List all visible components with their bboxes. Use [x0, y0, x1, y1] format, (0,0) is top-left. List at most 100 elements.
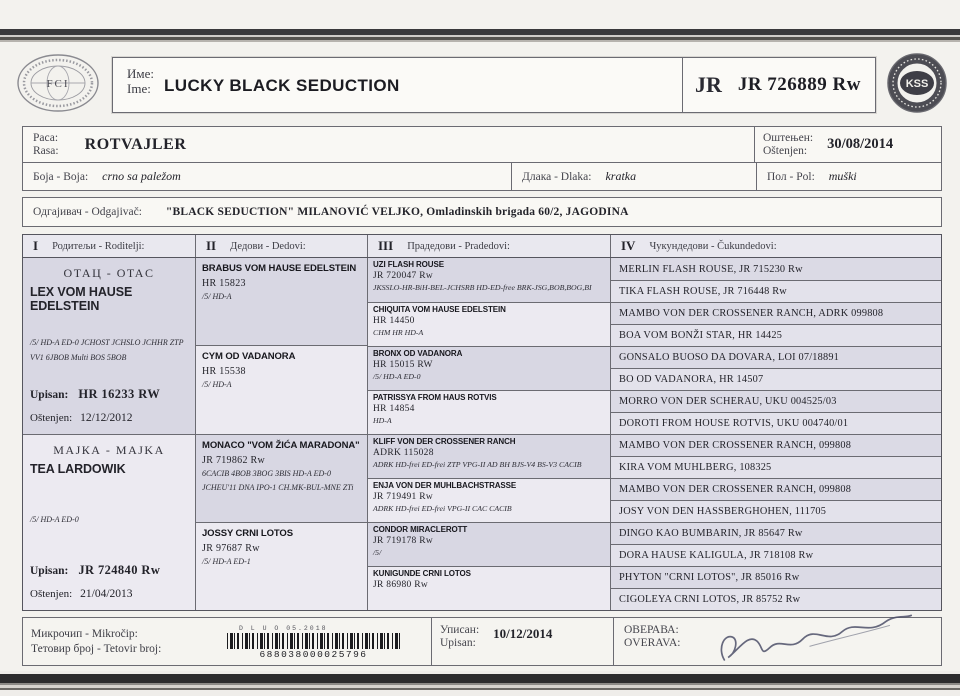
- name-label-cyr: Име:: [127, 66, 154, 81]
- great-grandparent-cell: PATRISSYA FROM HAUS ROTVIS HR 14854 HD-A: [368, 390, 610, 434]
- name-box: Име: Ime: LUCKY BLACK SEDUCTION JR JR 72…: [112, 57, 876, 113]
- certification-cell: ОВЕРАВА: OVERAVA:: [613, 614, 941, 665]
- breeder-value: "BLACK SEDUCTION" MILANOVIĆ VELJKO, Omla…: [165, 206, 629, 218]
- ancestor-row: JOSY VON DEN HASSBERGHOHEN, 111705: [611, 500, 941, 522]
- dog-name: LUCKY BLACK SEDUCTION: [164, 76, 400, 95]
- scan-artifact-top: [0, 27, 960, 46]
- breed-row: Раса: Rasa: ROTVAJLER Оштењен: Oštenjen:…: [23, 127, 941, 163]
- dog-name: PATRISSYA FROM HAUS ROTVIS: [373, 393, 497, 402]
- sire-cell: ОТАЦ - OTAC LEX VOM HAUSE EDELSTEIN /5/ …: [23, 258, 195, 434]
- col-number: II: [206, 238, 217, 253]
- dog-reg-number: JR 720047 Rw: [373, 271, 434, 281]
- pedigree-header-parents: I Родитељи - Roditelji:: [23, 235, 195, 257]
- dog-titles: JCHEU'11 DNA IPO-1 CH.MK-BUL-MNE ZTi: [202, 482, 354, 492]
- dog-titles: ADRK HD-frei ED-frei VPG-II CAC CACIB: [373, 504, 512, 513]
- svg-text:FCI: FCI: [46, 78, 69, 90]
- dog-reg-number: HR 15015 RW: [373, 360, 433, 370]
- dog-titles: 6CACIB 4BOB 3BOG 3BIS HD-A ED-0: [202, 468, 331, 478]
- dog-reg-number: JR 719178 Rw: [373, 536, 434, 546]
- dam-role-label: МАЈКА - MAJKA: [53, 442, 165, 457]
- ancestor-row: MORRO VON DER SCHERAU, UKU 004525/03: [611, 390, 941, 412]
- great-grandparent-cell: CHIQUITA VOM HAUSE EDELSTEIN HR 14450 CH…: [368, 302, 610, 346]
- svg-text:KSS: KSS: [906, 78, 929, 90]
- barcode: D L U O 05.2018 688038000025796: [221, 625, 406, 660]
- dog-name: TEA LARDOWIK: [30, 461, 126, 476]
- dog-titles: /5/: [373, 548, 382, 557]
- dog-titles: /5/ HD-A ED-0: [30, 514, 79, 524]
- registered-number: JR 724840 Rw: [78, 563, 161, 577]
- column-parents: ОТАЦ - OTAC LEX VOM HAUSE EDELSTEIN /5/ …: [23, 258, 195, 610]
- whelped-row: Oštenjen: 21/04/2013: [30, 588, 188, 600]
- great-grandparent-cell: BRONX OD VADANORA HR 15015 RW /5/ HD-A E…: [368, 346, 610, 390]
- breeder-label: Одгајивач - Odgajivač:: [33, 206, 142, 218]
- great-grandparent-cell: CONDOR MIRACLEROTT JR 719178 Rw /5/: [368, 522, 610, 566]
- breed-label-cyr: Раса:: [33, 131, 59, 144]
- whelped-label: Oštenjen:: [30, 588, 73, 600]
- grandparent-cell: BRABUS VOM HAUSE EDELSTEIN HR 15823 /5/ …: [196, 258, 367, 346]
- pedigree-header-great-grandparents: III Прадедови - Pradedovi:: [367, 235, 610, 257]
- ancestor-row: KIRA VOM MUHLBERG, 108325: [611, 456, 941, 478]
- certified-labels: ОВЕРАВА: OVERAVA:: [624, 624, 941, 650]
- tattoo-label: Тетовир број - Tetovir broj:: [31, 642, 162, 655]
- whelped-label: Oštenjen:: [30, 411, 73, 424]
- sire-role-label: ОТАЦ - OTAC: [63, 266, 155, 280]
- certified-label-lat: OVERAVA:: [624, 637, 681, 649]
- ancestor-row: MAMBO VON DER CROSSENER RANCH, 099808: [611, 434, 941, 456]
- ancestor-row: DOROTI FROM HOUSE ROTVIS, UKU 004740/01: [611, 412, 941, 434]
- ancestor-row: MERLIN FLASH ROUSE, JR 715230 Rw: [611, 258, 941, 280]
- col-label: Прадедови - Pradedovi:: [407, 240, 510, 252]
- grandparent-cell: JOSSY CRNI LOTOS JR 97687 Rw /5/ HD-A ED…: [196, 521, 367, 610]
- pedigree-body: ОТАЦ - OTAC LEX VOM HAUSE EDELSTEIN /5/ …: [23, 258, 941, 610]
- dog-titles: /5/ HD-A ED-0 JCHOST JCHSLO JCHHR ZTP: [30, 337, 184, 347]
- color-coat-sex-row: Боја - Boja: crno sa paležom Длака - Dla…: [23, 163, 941, 190]
- dog-name: BRABUS VOM HAUSE EDELSTEIN: [202, 263, 357, 274]
- scan-artifact-bottom: [0, 671, 960, 696]
- ancestor-row: BO OD VADANORA, HR 14507: [611, 368, 941, 390]
- dog-titles: VV1 6JBOB Multi BOS 5BOB: [30, 352, 127, 362]
- ancestor-row: DORA HAUSE KALIGULA, JR 718108 Rw: [611, 544, 941, 566]
- dog-name: CYM OD VADANORA: [202, 351, 296, 363]
- microchip-labels: Микрочип - Mikročip: Тетовир број - Teto…: [23, 627, 221, 657]
- microchip-cell: Микрочип - Mikročip: Тетовир број - Teto…: [23, 618, 431, 665]
- coat-label: Длака - Dlaka:: [522, 170, 592, 183]
- reg-prefix: JR: [694, 72, 722, 97]
- whelped-label-cyr: Оштењен:: [763, 131, 814, 144]
- color-label: Боја - Boja:: [33, 170, 89, 183]
- pedigree-table: I Родитељи - Roditelji: II Дедови - Dedo…: [22, 234, 942, 611]
- ancestor-row: PHYTON "CRNI LOTOS", JR 85016 Rw: [611, 566, 941, 588]
- col-number: III: [378, 238, 394, 253]
- breed-label-lat: Rasa:: [33, 144, 59, 157]
- whelped-date: 30/08/2014: [827, 136, 894, 152]
- dog-name: BRONX OD VADANORA: [373, 349, 463, 358]
- col-label: Родитељи - Roditelji:: [52, 240, 145, 252]
- dog-name: UZI FLASH ROUSE: [373, 260, 444, 269]
- great-grandparent-cell: KLIFF VON DER CROSSENER RANCH ADRK 11502…: [368, 434, 610, 478]
- registered-labels: Уписан: Upisan:: [440, 624, 479, 665]
- dog-name: ENJA VON DER MUHLBACHSTRASSE: [373, 481, 517, 490]
- breed-value: ROTVAJLER: [84, 135, 187, 153]
- sex-cell: Пол - Pol: muški: [756, 163, 941, 190]
- registered-label-lat: Upisan:: [440, 637, 476, 649]
- registered-label: Upisan:: [30, 388, 69, 401]
- dog-reg-number: JR 97687 Rw: [202, 542, 260, 554]
- dog-reg-number: JR 86980 Rw: [373, 580, 429, 590]
- column-great-great-grandparents: MERLIN FLASH ROUSE, JR 715230 Rw TIKA FL…: [610, 258, 941, 610]
- whelped-label: Оштењен: Oštenjen:: [763, 132, 813, 158]
- whelped-date: 21/04/2013: [80, 588, 133, 600]
- ancestor-row: TIKA FLASH ROUSE, JR 716448 Rw: [611, 280, 941, 302]
- dog-titles: ADRK HD-frei ED-frei ZTP VPG-II AD BH BJ…: [373, 460, 582, 469]
- column-grandparents: BRABUS VOM HAUSE EDELSTEIN HR 15823 /5/ …: [195, 258, 367, 610]
- ancestor-row: CIGOLEYA CRNI LOTOS, JR 85752 Rw: [611, 588, 941, 610]
- registration-section: JR JR 726889 Rw: [681, 58, 875, 112]
- great-grandparent-cell: UZI FLASH ROUSE JR 720047 Rw JKSSLO-HR-B…: [368, 258, 610, 302]
- dog-name: KLIFF VON DER CROSSENER RANCH: [373, 437, 516, 446]
- col-label: Чукундедови - Čukundedovi:: [649, 240, 777, 252]
- col-number: I: [33, 238, 39, 253]
- breeder-box: Одгајивач - Odgajivač: "BLACK SEDUCTION"…: [22, 197, 942, 227]
- pedigree-header-row: I Родитељи - Roditelji: II Дедови - Dedo…: [23, 235, 941, 258]
- dog-name: CHIQUITA VOM HAUSE EDELSTEIN: [373, 305, 506, 314]
- coat-cell: Длака - Dlaka: kratka: [511, 163, 756, 190]
- dam-cell: МАЈКА - MAJKA TEA LARDOWIK /5/ HD-A ED-0…: [23, 433, 195, 610]
- certified-label-cyr: ОВЕРАВА:: [624, 624, 679, 636]
